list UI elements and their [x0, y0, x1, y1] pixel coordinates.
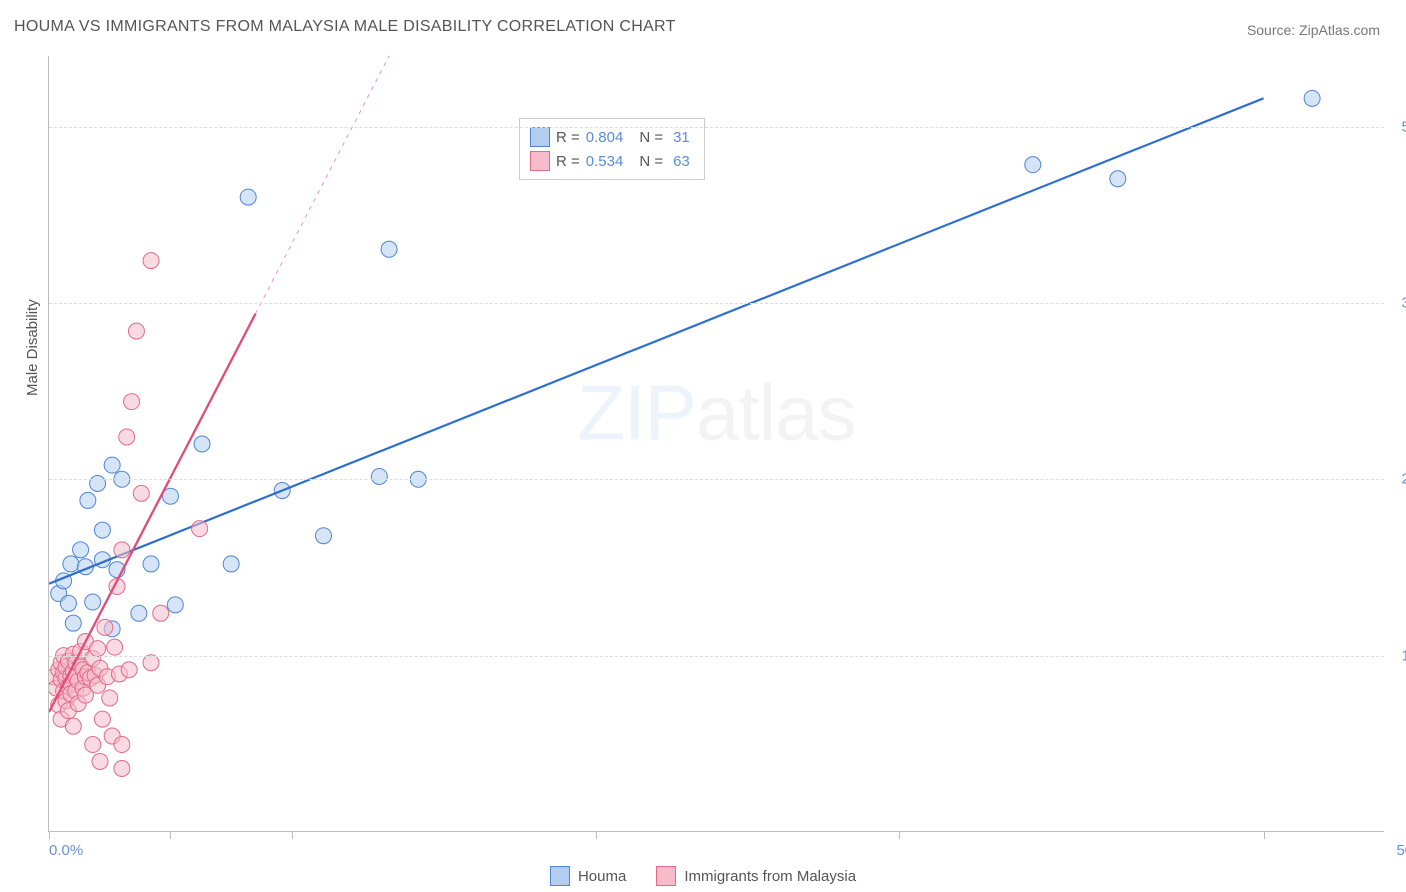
chart-title: HOUMA VS IMMIGRANTS FROM MALAYSIA MALE D…: [14, 18, 676, 36]
legend-item-houma: Houma: [550, 866, 626, 886]
x-tick: [596, 831, 597, 839]
scatter-point: [80, 492, 96, 508]
scatter-point: [97, 619, 113, 635]
scatter-point: [114, 761, 130, 777]
scatter-point: [124, 394, 140, 410]
scatter-point: [192, 521, 208, 537]
scatter-point: [114, 737, 130, 753]
gridline-h: [49, 479, 1384, 480]
scatter-point: [90, 641, 106, 657]
legend-row-malaysia: R = 0.534 N = 63: [530, 149, 690, 173]
y-tick-label: 50.0%: [1394, 118, 1406, 135]
r-value-houma: 0.804: [586, 129, 624, 146]
scatter-point: [128, 323, 144, 339]
gridline-h: [49, 656, 1384, 657]
scatter-point: [143, 655, 159, 671]
n-value-houma: 31: [673, 129, 690, 146]
scatter-point: [102, 690, 118, 706]
x-tick: [49, 831, 50, 839]
scatter-point: [1110, 171, 1126, 187]
scatter-point: [223, 556, 239, 572]
scatter-point: [85, 594, 101, 610]
gridline-h: [49, 303, 1384, 304]
legend-row-houma: R = 0.804 N = 31: [530, 125, 690, 149]
scatter-point: [167, 597, 183, 613]
r-label: R =: [556, 129, 580, 146]
x-tick: [1264, 831, 1265, 839]
scatter-point: [107, 639, 123, 655]
scatter-point: [153, 605, 169, 621]
scatter-plot: [49, 56, 1385, 832]
scatter-point: [65, 718, 81, 734]
scatter-point: [114, 542, 130, 558]
scatter-point: [240, 189, 256, 205]
scatter-point: [131, 605, 147, 621]
scatter-point: [104, 457, 120, 473]
scatter-point: [85, 737, 101, 753]
source-label: Source: ZipAtlas.com: [1247, 22, 1380, 38]
x-tick: [899, 831, 900, 839]
n-label: N =: [639, 153, 663, 170]
scatter-point: [121, 662, 137, 678]
legend-swatch-malaysia: [530, 151, 550, 171]
legend-label-houma: Houma: [578, 868, 626, 885]
legend-item-malaysia: Immigrants from Malaysia: [656, 866, 856, 886]
n-value-malaysia: 63: [673, 153, 690, 170]
x-tick-label-right: 50.0%: [1396, 842, 1406, 859]
series-legend: Houma Immigrants from Malaysia: [550, 866, 856, 886]
trend-line-dashed: [255, 56, 389, 314]
scatter-point: [381, 241, 397, 257]
scatter-point: [315, 528, 331, 544]
x-tick: [170, 831, 171, 839]
legend-swatch-houma: [530, 127, 550, 147]
scatter-point: [1304, 90, 1320, 106]
r-value-malaysia: 0.534: [586, 153, 624, 170]
n-label: N =: [639, 129, 663, 146]
scatter-point: [133, 485, 149, 501]
x-tick-label-left: 0.0%: [49, 842, 83, 859]
scatter-point: [1025, 157, 1041, 173]
y-axis-label: Male Disability: [24, 299, 41, 396]
gridline-h: [49, 127, 1384, 128]
legend-swatch-houma: [550, 866, 570, 886]
y-tick-label: 25.0%: [1394, 471, 1406, 488]
scatter-point: [92, 753, 108, 769]
scatter-point: [194, 436, 210, 452]
chart-container: HOUMA VS IMMIGRANTS FROM MALAYSIA MALE D…: [0, 0, 1406, 892]
scatter-point: [63, 556, 79, 572]
scatter-point: [94, 522, 110, 538]
scatter-point: [73, 542, 89, 558]
r-label: R =: [556, 153, 580, 170]
scatter-point: [94, 711, 110, 727]
scatter-point: [90, 476, 106, 492]
scatter-point: [143, 253, 159, 269]
scatter-point: [119, 429, 135, 445]
legend-label-malaysia: Immigrants from Malaysia: [684, 868, 856, 885]
y-tick-label: 37.5%: [1394, 294, 1406, 311]
scatter-point: [65, 615, 81, 631]
plot-area: ZIPatlas R = 0.804 N = 31 R = 0.534 N = …: [48, 56, 1384, 832]
scatter-point: [371, 468, 387, 484]
y-tick-label: 12.5%: [1394, 647, 1406, 664]
scatter-point: [60, 595, 76, 611]
x-tick: [292, 831, 293, 839]
scatter-point: [143, 556, 159, 572]
legend-swatch-malaysia: [656, 866, 676, 886]
